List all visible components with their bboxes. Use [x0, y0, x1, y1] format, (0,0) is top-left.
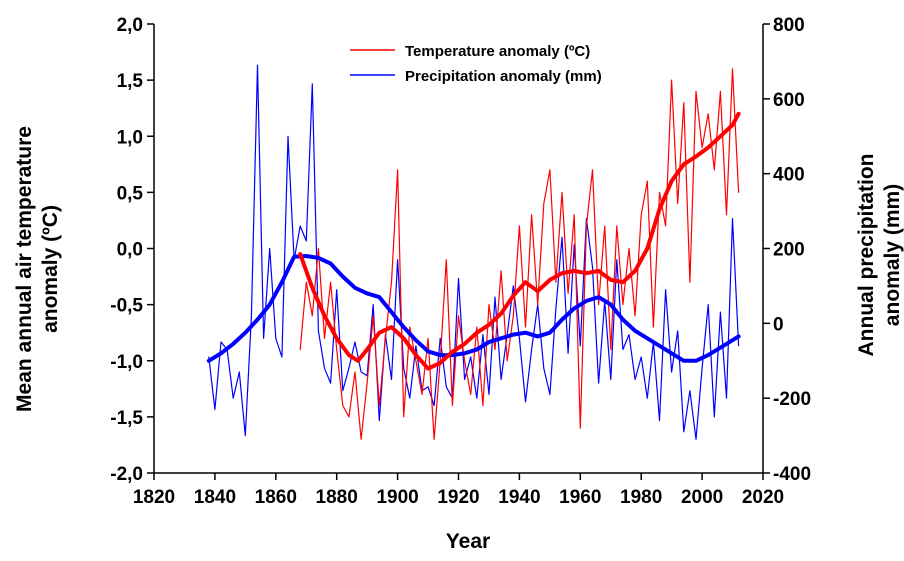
y-left-tick-label-1,0: 1,0 — [117, 127, 143, 148]
x-tick-label-1900: 1900 — [376, 487, 418, 508]
x-tick-label-1860: 1860 — [255, 487, 297, 508]
y-left-tick-label--1,0: -1,0 — [110, 352, 143, 373]
x-tick-label-1980: 1980 — [620, 487, 662, 508]
y-left-tick-label-2,0: 2,0 — [117, 15, 143, 36]
y-left-title-line-1: Mean annual air temperature — [13, 126, 36, 412]
y-left-tick-label--1,5: -1,5 — [110, 408, 143, 429]
y-right-tick-label-800: 800 — [773, 15, 805, 36]
y-right-tick-label-200: 200 — [773, 240, 805, 261]
x-tick-label-1880: 1880 — [316, 487, 358, 508]
y-right-tick-label-400: 400 — [773, 165, 805, 186]
series-line-temperature-anomaly-c — [299, 68, 740, 440]
series-line-precipitation-smoothed — [206, 254, 741, 363]
y-right-tick-label--400: -400 — [773, 464, 811, 485]
x-tick-label-1940: 1940 — [498, 487, 540, 508]
y-left-tick-label-1,5: 1,5 — [117, 71, 144, 92]
x-tick-label-2020: 2020 — [742, 487, 784, 508]
legend-temperature-label: Temperature anomaly (ºC) — [405, 43, 590, 60]
y-left-tick-label-0,0: 0,0 — [117, 240, 143, 261]
y-left-tick-label--2,0: -2,0 — [110, 464, 143, 485]
axes: 1820 1840 1860 1880 1900 1920 1940 1960 1980 2000… — [110, 15, 811, 508]
x-tick-label-2000: 2000 — [681, 487, 723, 508]
y-left-tick-label--0,5: -0,5 — [110, 296, 143, 317]
plot-lines — [206, 64, 741, 440]
y-right-axis-title: Annual precipitation anomaly (mm) — [855, 153, 904, 356]
series-line-precipitation-anomaly-mm — [208, 64, 740, 440]
x-tick-label-1840: 1840 — [194, 487, 236, 508]
x-tick-label-1920: 1920 — [437, 487, 479, 508]
y-left-tick-label-0,5: 0,5 — [117, 183, 144, 204]
legend: Temperature anomaly (ºC) Precipitation a… — [350, 43, 602, 85]
series-line-temperature-smoothed — [298, 111, 741, 371]
y-left-axis-title: Mean annual air temperature anomaly (ºC) — [13, 126, 62, 412]
y-right-title-line-2: anomaly (mm) — [881, 184, 904, 326]
x-tick-label-1960: 1960 — [559, 487, 601, 508]
y-right-tick-label-0: 0 — [773, 314, 784, 335]
x-axis-title: Year — [446, 530, 490, 553]
y-right-tick-label-600: 600 — [773, 90, 805, 111]
y-right-tick-label--200: -200 — [773, 389, 811, 410]
x-tick-label-1820: 1820 — [133, 487, 175, 508]
legend-precipitation-label: Precipitation anomaly (mm) — [405, 68, 602, 85]
y-right-title-line-1: Annual precipitation — [855, 153, 878, 356]
y-left-title-line-2: anomaly (ºC) — [39, 205, 62, 333]
